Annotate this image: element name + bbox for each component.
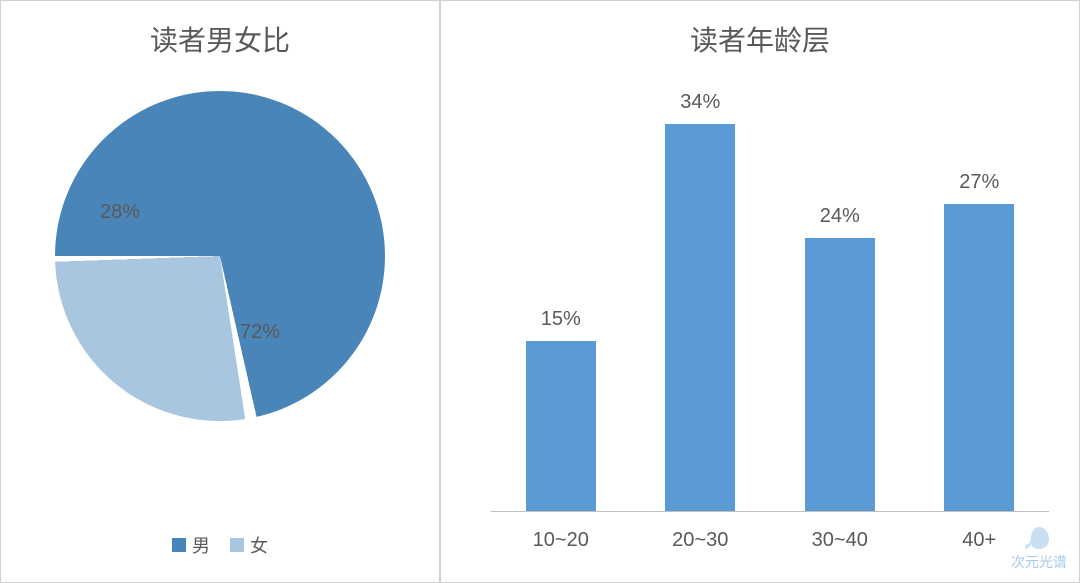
bar-chart-title: 读者年龄层 bbox=[441, 19, 1079, 59]
watermark-icon bbox=[1021, 525, 1057, 553]
x-label-2: 30~40 bbox=[770, 529, 910, 552]
pie-graphic bbox=[55, 91, 385, 421]
bar-baseline bbox=[491, 511, 1049, 512]
legend-item-female: 女 bbox=[230, 532, 268, 558]
watermark-text: 次元光谱 bbox=[1011, 554, 1067, 570]
bar-value-1: 34% bbox=[680, 91, 720, 114]
bar-1 bbox=[665, 124, 735, 512]
bar-3 bbox=[944, 204, 1014, 512]
bar-col-1: 34% bbox=[631, 76, 771, 512]
pie-chart: 72% 28% bbox=[55, 91, 385, 421]
legend-item-male: 男 bbox=[172, 532, 210, 558]
bar-0 bbox=[526, 341, 596, 512]
bar-2 bbox=[805, 238, 875, 512]
bar-value-0: 15% bbox=[541, 308, 581, 331]
bar-chart-panel: 读者年龄层 15% 34% 24% 27% 10~20 20~30 30~40 bbox=[440, 0, 1080, 583]
x-label-1: 20~30 bbox=[631, 529, 771, 552]
bar-x-axis: 10~20 20~30 30~40 40+ bbox=[491, 529, 1049, 552]
legend-swatch-male bbox=[172, 538, 186, 552]
bar-chart-plot: 15% 34% 24% 27% bbox=[491, 76, 1049, 512]
legend-label-male: 男 bbox=[192, 532, 210, 558]
pie-chart-title: 读者男女比 bbox=[1, 19, 439, 59]
pie-slice-label-male: 72% bbox=[240, 321, 280, 344]
bar-value-2: 24% bbox=[820, 205, 860, 228]
pie-slice-label-female: 28% bbox=[100, 201, 140, 224]
legend-swatch-female bbox=[230, 538, 244, 552]
legend-label-female: 女 bbox=[250, 532, 268, 558]
x-label-0: 10~20 bbox=[491, 529, 631, 552]
pie-chart-panel: 读者男女比 72% 28% 男 女 bbox=[0, 0, 440, 583]
bar-col-0: 15% bbox=[491, 76, 631, 512]
watermark: 次元光谱 bbox=[1011, 525, 1067, 570]
bar-value-3: 27% bbox=[959, 171, 999, 194]
bars-container: 15% 34% 24% 27% bbox=[491, 76, 1049, 512]
bar-col-2: 24% bbox=[770, 76, 910, 512]
bar-col-3: 27% bbox=[910, 76, 1050, 512]
pie-legend: 男 女 bbox=[1, 532, 439, 558]
